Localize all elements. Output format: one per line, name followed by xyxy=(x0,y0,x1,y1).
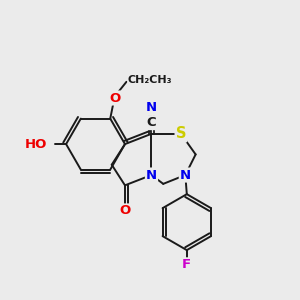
Text: HO: HO xyxy=(25,138,47,151)
Text: O: O xyxy=(109,92,120,104)
Text: F: F xyxy=(182,258,191,271)
Text: N: N xyxy=(180,169,191,182)
Text: N: N xyxy=(146,169,157,182)
Text: S: S xyxy=(176,126,186,141)
Text: C: C xyxy=(147,116,156,129)
Text: O: O xyxy=(119,205,130,218)
Text: CH₂CH₃: CH₂CH₃ xyxy=(128,75,172,85)
Text: N: N xyxy=(146,101,157,114)
